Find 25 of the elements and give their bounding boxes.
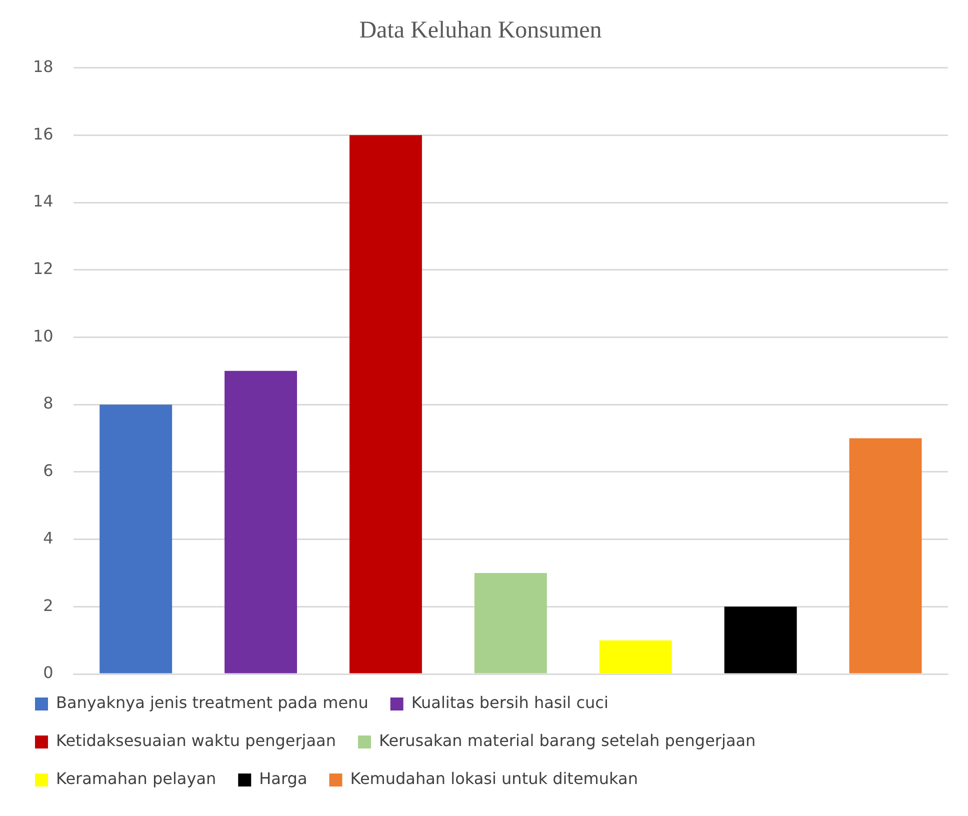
bar: [224, 370, 298, 674]
bar: [100, 404, 172, 674]
legend-label: Banyaknya jenis treatment pada menu: [56, 693, 368, 712]
legend-label: Kualitas bersih hasil cuci: [411, 693, 608, 712]
y-tick-label: 12: [33, 259, 54, 278]
bar: [599, 640, 672, 674]
y-tick-label: 14: [33, 192, 54, 211]
bar: [849, 438, 922, 674]
y-tick-label: 8: [43, 394, 54, 413]
y-tick-label: 6: [43, 461, 54, 480]
legend-label: Kerusakan material barang setelah pengerjaan: [378, 731, 756, 750]
bar: [474, 572, 547, 674]
y-tick-label: 2: [43, 596, 54, 615]
legend-label: Harga: [259, 769, 308, 788]
y-tick-label: 10: [33, 326, 54, 346]
y-tick-label: 0: [43, 663, 54, 682]
y-tick-label: 4: [43, 528, 54, 548]
legend-label: Kemudahan lokasi untuk ditemukan: [350, 769, 638, 788]
y-tick-label: 16: [33, 124, 54, 144]
legend-label: Ketidaksesuaian waktu pengerjaan: [56, 731, 336, 750]
bar: [349, 135, 422, 674]
chart-title: Data Keluhan Konsumen: [359, 18, 602, 44]
y-tick-label: 18: [33, 56, 54, 76]
bar: [724, 606, 797, 674]
legend-label: Keramahan pelayan: [56, 769, 216, 788]
